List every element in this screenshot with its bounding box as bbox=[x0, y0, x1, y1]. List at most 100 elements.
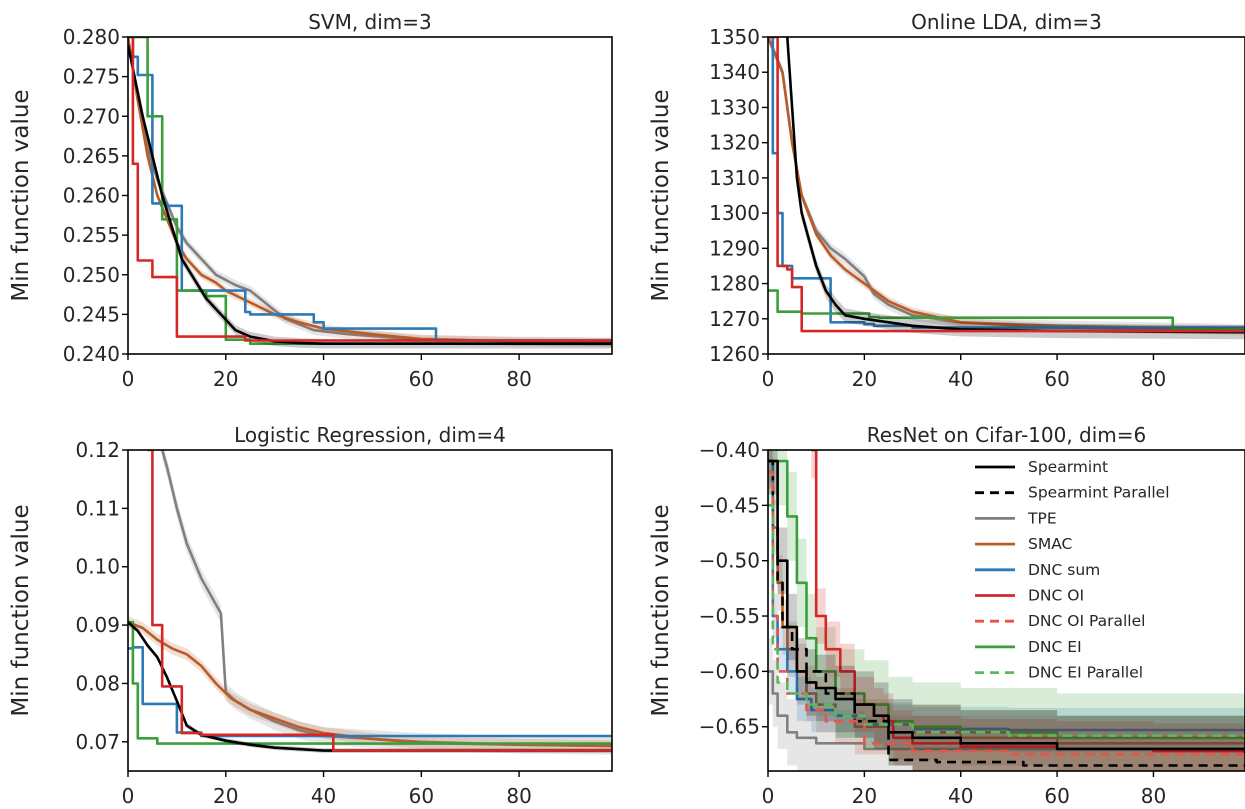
x-tick-label: 40 bbox=[948, 784, 973, 808]
y-tick-label: −0.55 bbox=[699, 604, 760, 628]
x-tick-label: 0 bbox=[762, 784, 775, 808]
y-tick-label: −0.50 bbox=[699, 549, 760, 573]
series-line-dnc-oi-parallel bbox=[768, 470, 1245, 758]
series-line-spearmint bbox=[786, 37, 1245, 334]
x-tick-label: 80 bbox=[1141, 367, 1166, 391]
series-line-tpe bbox=[768, 670, 1245, 751]
legend-label: TPE bbox=[1027, 509, 1057, 527]
chart-panel-3: 0 20 40 60 80 0.07 0.08 0.09 0.10 0.11 0.12 Logisti… bbox=[8, 423, 613, 808]
y-tick-label: 0.09 bbox=[75, 613, 120, 637]
y-tick-label: 1260 bbox=[709, 342, 760, 366]
plot-area bbox=[128, 450, 612, 755]
x-tick-label: 40 bbox=[948, 367, 973, 391]
plot-area bbox=[768, 450, 1245, 771]
series-band-smac bbox=[768, 37, 1245, 335]
legend-label: Spearmint Parallel bbox=[1028, 484, 1170, 502]
legend-label: SMAC bbox=[1028, 535, 1072, 553]
plot-area bbox=[128, 37, 612, 349]
y-tick-label: 0.270 bbox=[63, 104, 120, 128]
series-line-smac bbox=[768, 459, 1245, 747]
y-tick-label: 0.10 bbox=[75, 555, 120, 579]
series-line-dnc-oi bbox=[128, 37, 612, 342]
x-tick-label: 60 bbox=[409, 367, 434, 391]
y-tick-label: 0.260 bbox=[63, 184, 120, 208]
y-tick-label: 1290 bbox=[709, 236, 760, 260]
axes-frame bbox=[767, 36, 1245, 355]
chart-title: ResNet on Cifar-100, dim=6 bbox=[867, 423, 1147, 447]
series-line-spearmint bbox=[128, 621, 612, 752]
y-tick-label: 1270 bbox=[709, 307, 760, 331]
y-tick-label: 1340 bbox=[709, 60, 760, 84]
series-line-tpe bbox=[128, 37, 612, 344]
series-line-spearmint-parallel bbox=[768, 459, 1245, 767]
y-tick-label: 0.07 bbox=[75, 730, 120, 754]
series-band-smac bbox=[128, 37, 612, 347]
y-tick-label: 1320 bbox=[709, 131, 760, 155]
legend-label: Spearmint bbox=[1028, 458, 1108, 476]
series-line-dnc-oi bbox=[147, 450, 612, 752]
y-tick-label: 1300 bbox=[709, 201, 760, 225]
y-tick-label: 0.11 bbox=[75, 496, 120, 520]
axes-frame bbox=[767, 449, 1245, 772]
chart-title: Online LDA, dim=3 bbox=[911, 10, 1102, 34]
x-tick-label: 20 bbox=[213, 367, 238, 391]
series-line-dnc-oi bbox=[768, 37, 1245, 333]
y-axis-label: Min function value bbox=[648, 504, 674, 716]
chart-panel-1: 0 20 40 60 80 0.240 0.245 0.250 0.255 0.260 0.265 0… bbox=[8, 10, 613, 391]
y-tick-label: 0.255 bbox=[63, 223, 120, 247]
legend-label: DNC EI bbox=[1028, 638, 1082, 656]
series-line-smac bbox=[128, 37, 612, 344]
x-tick-label: 60 bbox=[409, 784, 434, 808]
y-tick-label: 1350 bbox=[709, 25, 760, 49]
series-line-dnc-ei-parallel bbox=[768, 504, 1245, 738]
series-line-dnc-ei bbox=[128, 620, 612, 745]
legend: Spearmint Spearmint Parallel TPE SMAC DNC su… bbox=[975, 458, 1170, 682]
y-tick-label: 1280 bbox=[709, 272, 760, 296]
series-band-spearmint bbox=[128, 40, 612, 349]
series-band-dnc-ei bbox=[768, 450, 1245, 771]
y-tick-label: 0.275 bbox=[63, 65, 120, 89]
series-band-tpe bbox=[768, 37, 1245, 335]
x-tick-label: 60 bbox=[1044, 784, 1069, 808]
y-axis-label: Min function value bbox=[8, 89, 34, 301]
y-tick-label: 0.240 bbox=[63, 342, 120, 366]
series-line-dnc-sum bbox=[128, 37, 612, 342]
y-tick-label: 0.12 bbox=[75, 438, 120, 462]
chart-title: SVM, dim=3 bbox=[308, 10, 432, 34]
y-tick-label: 0.08 bbox=[75, 671, 120, 695]
x-tick-label: 0 bbox=[122, 784, 135, 808]
legend-label: DNC OI bbox=[1028, 587, 1084, 605]
y-tick-label: 1310 bbox=[709, 166, 760, 190]
y-axis-label: Min function value bbox=[8, 504, 34, 716]
series-line-dnc-ei bbox=[128, 37, 612, 346]
y-tick-label: 1330 bbox=[709, 95, 760, 119]
x-tick-label: 0 bbox=[122, 367, 135, 391]
series-line-spearmint bbox=[128, 44, 612, 345]
series-band-spearmint bbox=[787, 37, 1245, 340]
x-tick-label: 60 bbox=[1044, 367, 1069, 391]
y-tick-label: −0.45 bbox=[699, 493, 760, 517]
series-line-smac bbox=[128, 620, 612, 748]
chart-title: Logistic Regression, dim=4 bbox=[234, 423, 506, 447]
x-tick-label: 20 bbox=[852, 784, 877, 808]
y-tick-label: 0.265 bbox=[63, 144, 120, 168]
legend-label: DNC OI Parallel bbox=[1028, 612, 1145, 630]
y-tick-label: −0.40 bbox=[699, 438, 760, 462]
series-band-tpe bbox=[128, 37, 612, 347]
y-tick-label: 0.245 bbox=[63, 302, 120, 326]
y-tick-label: 0.280 bbox=[63, 25, 120, 49]
y-tick-label: −0.65 bbox=[699, 715, 760, 739]
series-line-tpe bbox=[768, 37, 1245, 331]
axes-frame bbox=[127, 449, 613, 772]
x-tick-label: 40 bbox=[311, 784, 336, 808]
series-line-dnc-sum bbox=[768, 37, 1245, 330]
x-tick-label: 20 bbox=[213, 784, 238, 808]
plot-area bbox=[768, 37, 1245, 340]
series-line-smac bbox=[768, 37, 1245, 332]
legend-label: DNC EI Parallel bbox=[1028, 664, 1143, 682]
axes-frame bbox=[127, 36, 613, 355]
x-tick-label: 40 bbox=[311, 367, 336, 391]
x-tick-label: 80 bbox=[1141, 784, 1166, 808]
series-line-dnc-ei bbox=[768, 289, 1245, 331]
